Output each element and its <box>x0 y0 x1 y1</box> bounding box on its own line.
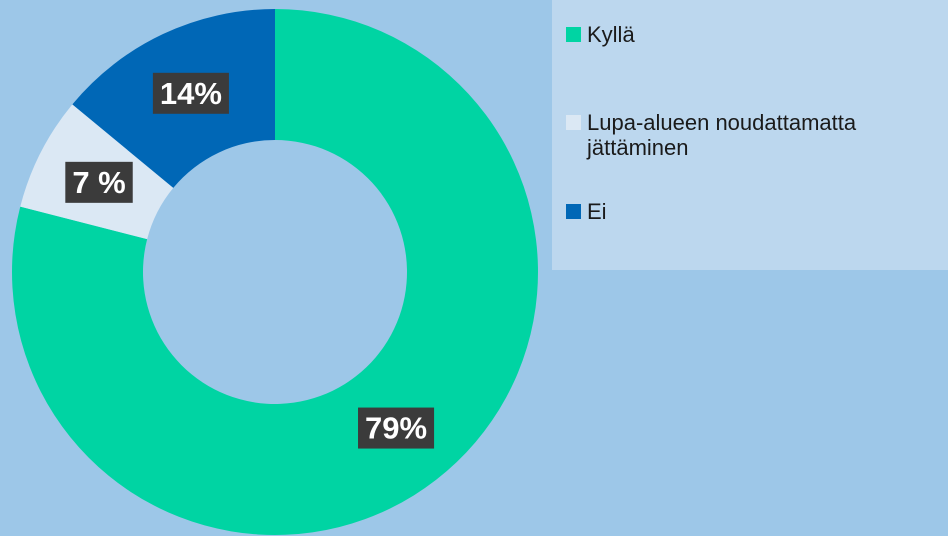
legend-swatch <box>566 115 581 130</box>
legend-item: Lupa-alueen noudattamatta jättäminen <box>566 110 947 160</box>
value-label-group: 7 % <box>65 161 133 203</box>
value-label: 79% <box>365 411 427 446</box>
legend-item: Ei <box>566 199 947 224</box>
value-label: 7 % <box>72 165 125 200</box>
chart: 79% 7 % 14% <box>11 9 538 535</box>
value-label-bg <box>65 161 133 203</box>
legend-label: Kyllä <box>587 22 635 47</box>
value-label-bg <box>152 72 229 114</box>
value-label: 14% <box>160 76 222 111</box>
legend-swatch <box>566 27 581 42</box>
donut-segment <box>11 9 538 535</box>
legend-item: Kyllä <box>566 22 947 47</box>
legend-label: Lupa-alueen noudattamatta jättäminen <box>587 110 857 160</box>
value-label-group: 14% <box>152 72 229 114</box>
legend-swatch <box>566 204 581 219</box>
legend: Kyllä Lupa-alueen noudattamatta jättämine… <box>552 0 948 270</box>
legend-label: Ei <box>587 199 607 224</box>
value-label-bg <box>358 407 435 449</box>
value-label-group: 79% <box>358 407 435 449</box>
